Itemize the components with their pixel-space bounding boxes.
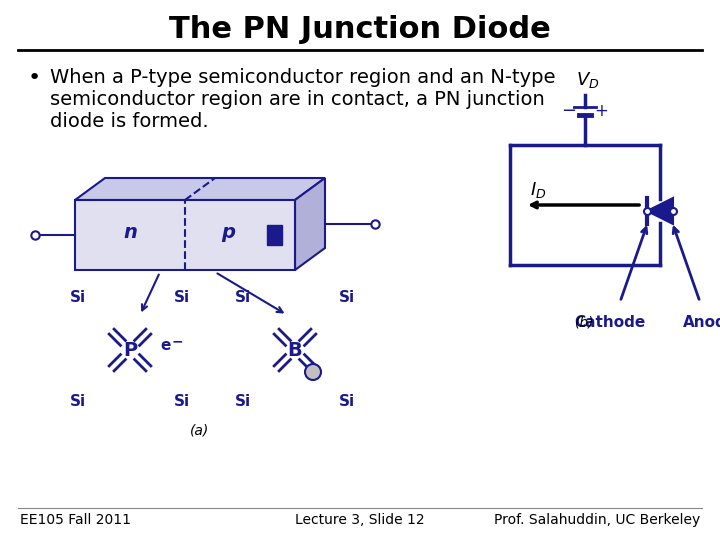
Circle shape [305,364,321,380]
Text: $I_D$: $I_D$ [530,180,546,200]
Text: n: n [123,222,137,241]
Text: Si: Si [339,291,355,306]
Text: Si: Si [174,395,190,409]
Text: Anode: Anode [683,315,720,330]
Text: When a P-type semiconductor region and an N-type: When a P-type semiconductor region and a… [50,68,556,87]
Text: semiconductor region are in contact, a PN junction: semiconductor region are in contact, a P… [50,90,545,109]
Text: Si: Si [235,291,251,306]
Text: Si: Si [70,395,86,409]
Text: Cathode: Cathode [575,315,646,330]
Text: diode is formed.: diode is formed. [50,112,209,131]
Text: P: P [123,341,137,360]
Text: −: − [172,334,184,348]
Text: EE105 Fall 2011: EE105 Fall 2011 [20,513,131,527]
Bar [267,225,282,245]
Text: $V_D$: $V_D$ [576,70,600,90]
Polygon shape [295,178,325,270]
Text: +: + [594,102,608,120]
Text: p: p [221,224,235,242]
Polygon shape [75,200,295,270]
Text: Si: Si [174,291,190,306]
Text: e: e [160,339,171,354]
Text: Prof. Salahuddin, UC Berkeley: Prof. Salahuddin, UC Berkeley [494,513,700,527]
Text: Si: Si [235,395,251,409]
Text: (b): (b) [575,315,595,329]
Text: (a): (a) [190,423,210,437]
Text: B: B [287,341,302,360]
Text: Si: Si [70,291,86,306]
Text: Lecture 3, Slide 12: Lecture 3, Slide 12 [295,513,425,527]
Polygon shape [75,178,325,200]
Polygon shape [647,198,673,224]
Text: −: − [562,102,577,120]
Text: Si: Si [339,395,355,409]
Text: •: • [28,68,41,88]
Text: The PN Junction Diode: The PN Junction Diode [169,16,551,44]
